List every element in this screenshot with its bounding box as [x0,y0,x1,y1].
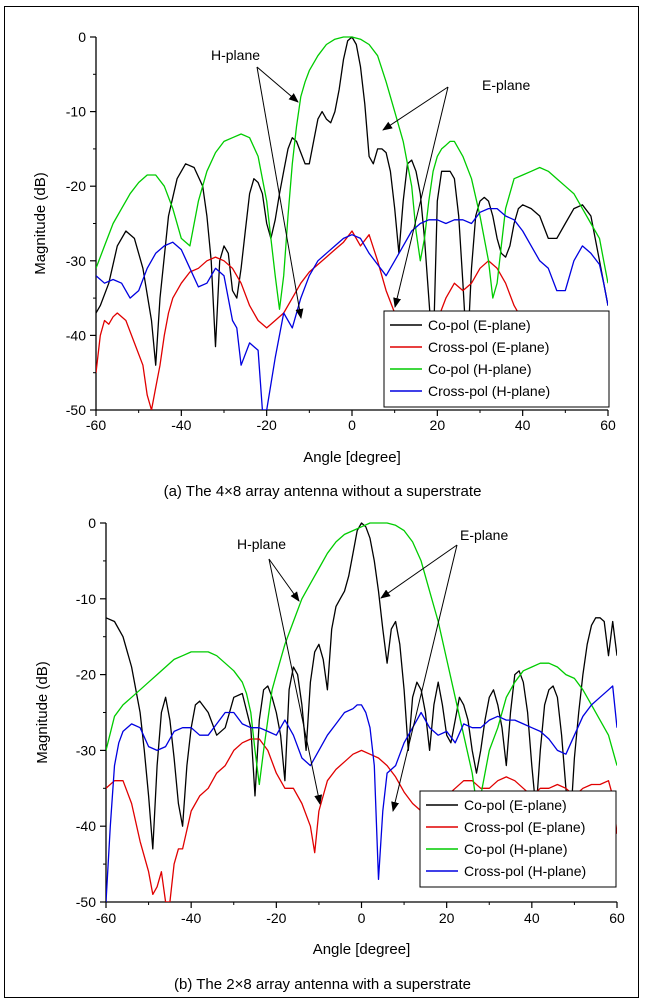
caption-a: (a) The 4×8 array antenna without a supe… [163,483,482,500]
y-tick-label: -30 [76,742,96,758]
legend-label: Co-pol (H-plane) [464,841,567,857]
legend-label: Cross-pol (E-plane) [464,819,585,835]
chart-b: 0 -10 -20 -30 -40 -50-60 -40 -20 0 20 40 60 Angle [d… [34,515,625,958]
legend-label: Co-pol (H-plane) [428,361,531,377]
y-tick-label: 0 [88,515,96,531]
series-line-4 [96,207,608,410]
legend-label: Cross-pol (E-plane) [428,339,549,355]
y-tick-label: -10 [76,591,96,607]
annotation-arrow [256,66,304,319]
x-tick-label: 20 [439,910,455,926]
annotation-label: E-plane [460,527,508,543]
annotation-arrow [382,86,449,131]
x-tick-label: 40 [524,910,540,926]
legend-label: Co-pol (E-plane) [464,797,567,813]
legend-label: Co-pol (E-plane) [428,317,531,333]
legend-label: Cross-pol (H-plane) [464,863,586,879]
annotation-arrow [268,558,300,602]
annotation-arrow [391,544,458,812]
annotation-arrow [393,86,449,308]
series-line-1 [106,522,617,850]
caption-b: (b) The 2×8 array antenna with a superst… [174,976,471,993]
annotation-label: H-plane [211,47,260,63]
x-tick-label: 20 [430,417,446,433]
y-tick-label: -50 [76,894,96,910]
y-tick-label: -20 [76,667,96,683]
y-axis-label: Magnitude (dB) [32,172,49,275]
x-tick-label: -40 [171,417,191,433]
y-axis-label: Magnitude (dB) [34,661,51,764]
x-tick-label: 0 [348,417,356,433]
legend-label: Cross-pol (H-plane) [428,383,550,399]
annotation-label: H-plane [237,536,286,552]
series-line-4 [106,685,617,902]
x-tick-label: 0 [358,910,366,926]
x-axis-label: Angle [degree] [313,941,411,958]
y-tick-label: -30 [66,253,86,269]
series-line-3 [96,36,608,310]
chart-a: 0 -10 -20 -30 -40 -50-60 -40 -20 0 20 40 60 Angle [d… [32,29,616,466]
legend-box [383,310,610,408]
x-axis-label: Angle [degree] [303,449,401,466]
y-tick-label: -10 [66,104,86,120]
plot-area [96,36,608,410]
legend: Co-pol (E-plane) Cross-pol (E-plane) Co-po… [419,790,617,888]
plot-area [106,522,617,902]
x-tick-label: 60 [600,417,616,433]
annotation-label: E-plane [482,77,530,93]
x-tick-label: 60 [609,910,625,926]
x-tick-label: -20 [257,417,277,433]
series-line-3 [106,522,617,805]
x-tick-label: -20 [266,910,286,926]
y-tick-label: -20 [66,178,86,194]
annotation-arrow [268,558,323,805]
y-tick-label: -40 [66,327,86,343]
y-tick-label: -40 [76,818,96,834]
annotation-arrow [380,544,458,599]
y-tick-label: -50 [66,402,86,418]
x-tick-label: 40 [515,417,531,433]
annotation-arrow [256,66,299,103]
x-tick-label: -60 [96,910,116,926]
x-tick-label: -60 [86,417,106,433]
legend: Co-pol (E-plane) Cross-pol (E-plane) Co-po… [383,310,610,408]
series-line-1 [96,36,608,366]
x-tick-label: -40 [181,910,201,926]
series-line-2 [96,230,532,410]
y-tick-label: 0 [78,29,86,45]
